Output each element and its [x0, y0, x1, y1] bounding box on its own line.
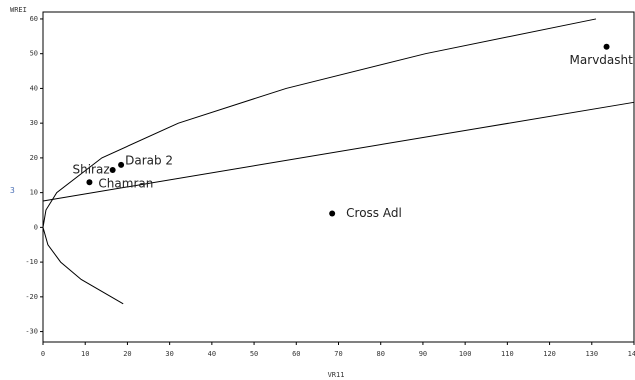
y-tick-label: 0 — [34, 223, 38, 231]
y-tick-label: 60 — [30, 15, 38, 23]
x-tick-label: 80 — [376, 350, 384, 358]
y-tick-label: -10 — [25, 258, 38, 266]
y-tick-label: 20 — [30, 154, 38, 162]
point-label: Marvdasht — [570, 53, 634, 67]
point-label: Darab 2 — [125, 153, 173, 167]
data-point — [86, 179, 93, 186]
point-label: Chamran — [98, 177, 153, 191]
x-tick-label: 130 — [585, 350, 598, 358]
fitted-curve — [42, 101, 635, 202]
x-tick-label: 90 — [419, 350, 427, 358]
x-tick-label: 100 — [459, 350, 472, 358]
data-point — [118, 161, 125, 168]
x-tick-label: 10 — [81, 350, 89, 358]
point-label: Shiraz — [72, 163, 109, 177]
y-axis-label: WREI — [10, 6, 27, 14]
left-mark: 3 — [10, 186, 15, 195]
data-point — [603, 43, 610, 50]
data-point — [329, 210, 336, 217]
x-tick-label: 110 — [501, 350, 514, 358]
x-tick-label: 140 — [628, 350, 635, 358]
fitted-curve — [42, 18, 597, 305]
y-tick-label: -20 — [25, 293, 38, 301]
x-tick-label: 70 — [334, 350, 342, 358]
x-axis-label: VR11 — [328, 371, 345, 379]
y-tick-label: 50 — [30, 50, 38, 58]
x-tick-label: 20 — [123, 350, 131, 358]
x-tick-label: 120 — [543, 350, 556, 358]
x-tick-label: 0 — [41, 350, 45, 358]
point-label: Cross Adl — [346, 206, 402, 220]
x-tick-label: 50 — [250, 350, 258, 358]
x-tick-label: 30 — [165, 350, 173, 358]
y-tick-label: 40 — [30, 84, 38, 92]
y-tick-label: -30 — [25, 328, 38, 336]
x-tick-label: 40 — [208, 350, 216, 358]
x-tick-label: 60 — [292, 350, 300, 358]
data-point — [109, 167, 116, 174]
y-tick-label: 30 — [30, 119, 38, 127]
y-tick-label: 10 — [30, 189, 38, 197]
